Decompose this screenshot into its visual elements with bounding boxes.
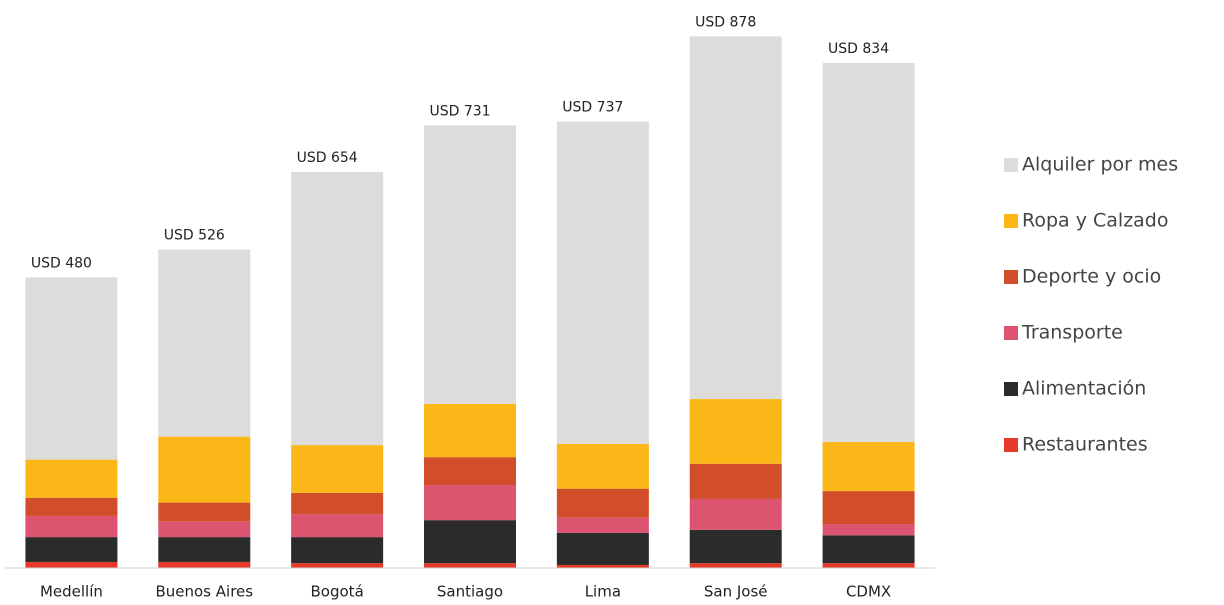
bar-segment — [822, 563, 915, 568]
legend-label: Alimentación — [1022, 378, 1146, 400]
bar-segment — [158, 561, 251, 568]
x-tick-label: Medellín — [40, 583, 103, 601]
bar-segment — [689, 498, 782, 530]
bar-segment — [158, 249, 251, 437]
total-label: USD 526 — [164, 227, 225, 243]
bar-segment — [822, 535, 915, 564]
legend-swatch — [1004, 438, 1018, 452]
bar-segment — [689, 36, 782, 400]
bar-segment — [25, 537, 118, 562]
x-tick-label: CDMX — [846, 583, 891, 601]
bar-segment — [158, 436, 251, 503]
bar-segment — [424, 125, 516, 404]
x-tick-label: Santiago — [437, 583, 503, 601]
legend-swatch — [1004, 326, 1018, 340]
x-tick-label: Buenos Aires — [155, 583, 253, 601]
bar-segment — [158, 521, 251, 538]
bar-segment — [822, 524, 915, 536]
bar-segment — [424, 520, 516, 564]
bar-segment — [556, 488, 649, 518]
bar-segment — [424, 485, 516, 521]
bar-segment — [25, 561, 118, 568]
x-tick-label: Bogotá — [311, 583, 364, 601]
bar-segment — [689, 463, 782, 499]
bar-segment — [424, 563, 516, 568]
bar-segment — [25, 459, 118, 498]
bar-segment — [556, 121, 649, 444]
total-label: USD 878 — [695, 14, 756, 30]
bar-segment — [25, 515, 118, 538]
legend-swatch — [1004, 382, 1018, 396]
bar-segment — [158, 502, 251, 522]
bar-segment — [291, 514, 384, 538]
bar-segment — [689, 399, 782, 464]
bar-segment — [822, 62, 915, 443]
bar-segment — [556, 443, 649, 489]
total-label: USD 731 — [429, 103, 490, 119]
bar-segment — [291, 445, 384, 493]
bar-segment — [822, 442, 915, 492]
legend-label: Restaurantes — [1022, 434, 1148, 456]
legend-label: Transporte — [1021, 322, 1123, 344]
bar-segment — [291, 171, 384, 446]
bar-segment — [25, 497, 118, 516]
legend-swatch — [1004, 158, 1018, 172]
bar-segment — [556, 532, 649, 565]
legend-label: Ropa y Calzado — [1022, 210, 1169, 232]
x-tick-label: Lima — [585, 583, 621, 601]
x-tick-label: San José — [704, 583, 768, 601]
bar-segment — [689, 529, 782, 564]
legend-swatch — [1004, 214, 1018, 228]
total-label: USD 654 — [297, 150, 358, 166]
bar-segment — [556, 564, 649, 568]
legend-label: Alquiler por mes — [1022, 154, 1178, 176]
total-label: USD 737 — [562, 100, 623, 116]
bar-segment — [424, 457, 516, 486]
bar-segment — [158, 537, 251, 562]
bar-segment — [556, 517, 649, 533]
bar-segment — [291, 492, 384, 515]
bar-segment — [424, 403, 516, 458]
legend-label: Deporte y ocio — [1022, 266, 1161, 288]
legend-swatch — [1004, 270, 1018, 284]
total-label: USD 834 — [828, 41, 889, 57]
bar-segment — [25, 277, 118, 460]
bar-segment — [822, 491, 915, 525]
total-label: USD 480 — [31, 255, 92, 271]
bar-segment — [291, 563, 384, 568]
bar-segment — [689, 563, 782, 568]
bar-segment — [291, 537, 384, 564]
